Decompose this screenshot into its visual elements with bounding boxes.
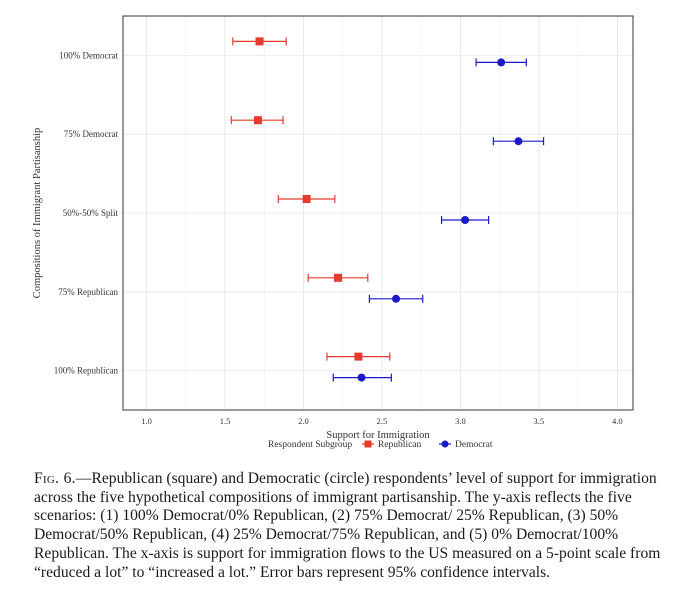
figure-label: Fig. 6. — [34, 470, 76, 487]
republican-point — [354, 352, 363, 361]
x-tick-label: 3.0 — [455, 416, 466, 426]
democrat-point — [392, 294, 401, 303]
figure-caption: Fig. 6.—Republican (square) and Democrat… — [34, 470, 666, 582]
y-axis-title: Compositions of Immigrant Partisanship — [32, 128, 43, 299]
caption-text: —Republican (square) and Democratic (cir… — [34, 470, 661, 581]
y-tick-label: 75% Republican — [58, 287, 118, 297]
legend: Respondent Subgroup Republican Democrat — [268, 440, 493, 450]
legend-democrat-marker — [441, 440, 449, 448]
plot-border — [122, 15, 634, 411]
x-tick-label: 3.5 — [534, 416, 545, 426]
legend-republican-marker — [364, 440, 372, 448]
legend-democrat-label: Democrat — [455, 440, 493, 450]
democrat-point — [514, 137, 523, 146]
y-tick-label: 100% Republican — [54, 366, 119, 376]
republican-point — [253, 116, 262, 125]
legend-title: Respondent Subgroup — [268, 440, 352, 450]
x-tick-label: 2.0 — [298, 416, 309, 426]
x-tick-label: 1.5 — [220, 416, 231, 426]
y-tick-label: 75% Democrat — [64, 129, 119, 139]
democrat-point — [357, 373, 366, 382]
democrat-point — [461, 216, 470, 224]
y-tick-label: 100% Democrat — [59, 50, 118, 60]
y-tick-label: 50%-50% Split — [63, 208, 119, 218]
gridlines — [123, 16, 633, 410]
plot-area — [230, 37, 545, 382]
axes: 1.0 1.5 2.0 2.5 3.0 3.5 4.0 100% Democrat 75% De… — [32, 15, 634, 441]
x-tick-label: 4.0 — [612, 416, 623, 426]
republican-point — [333, 273, 342, 282]
x-axis-title: Support for Immigration — [326, 430, 430, 441]
x-tick-label: 1.0 — [141, 416, 152, 426]
republican-point — [302, 195, 311, 203]
republican-point — [255, 37, 264, 46]
legend-republican-label: Republican — [378, 440, 422, 450]
democrat-point — [497, 58, 506, 67]
x-tick-label: 2.5 — [377, 416, 388, 426]
chart: 1.0 1.5 2.0 2.5 3.0 3.5 4.0 100% Democrat 75% De… — [32, 15, 634, 450]
